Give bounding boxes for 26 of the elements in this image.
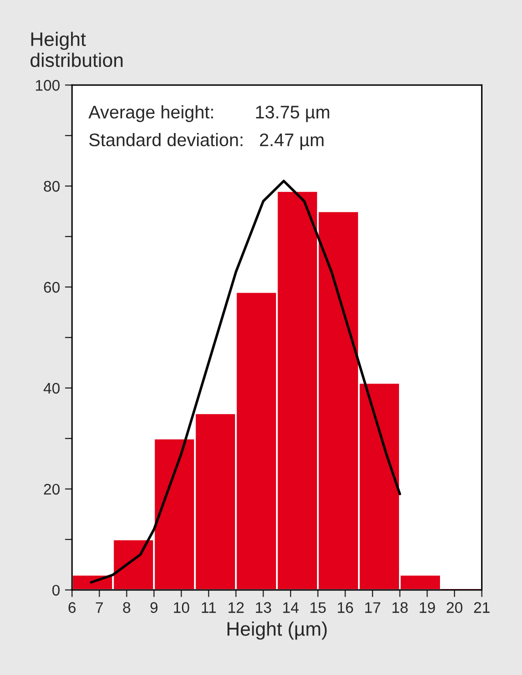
- x-tick-label: 19: [420, 602, 435, 613]
- x-tick-label: 7: [96, 602, 103, 613]
- y-tick-label: 40: [44, 382, 60, 394]
- x-tick-label: 15: [310, 602, 326, 613]
- y-tick-label: 80: [44, 180, 60, 192]
- x-tick-label: 8: [123, 602, 130, 613]
- annotation: Standard deviation: 2.47 µm: [89, 133, 324, 150]
- x-tick-label: 16: [338, 602, 354, 613]
- x-tick-label: 20: [446, 602, 462, 613]
- x-tick-label: 13: [256, 602, 272, 613]
- x-tick-label: 21: [474, 602, 490, 613]
- x-tick-label: 9: [150, 602, 158, 613]
- x-tick-label: 6: [68, 602, 76, 613]
- y-tick-label: 20: [44, 484, 60, 495]
- x-tick-label: 11: [202, 602, 216, 613]
- annotation: Average height: 13.75 µm: [88, 105, 330, 122]
- x-tick-label: 18: [392, 602, 408, 613]
- y-tick-label: 60: [44, 282, 60, 293]
- x-tick-label: 12: [228, 602, 244, 613]
- x-tick-label: 17: [365, 602, 380, 613]
- y-tick-label: 0: [52, 584, 60, 596]
- x-axis-title: Height (µm): [228, 622, 327, 640]
- x-tick-label: 10: [174, 602, 190, 613]
- y-axis-title: Height distribution: [30, 32, 123, 68]
- x-tick-label: 14: [283, 602, 299, 613]
- y-tick-label: 100: [36, 80, 60, 91]
